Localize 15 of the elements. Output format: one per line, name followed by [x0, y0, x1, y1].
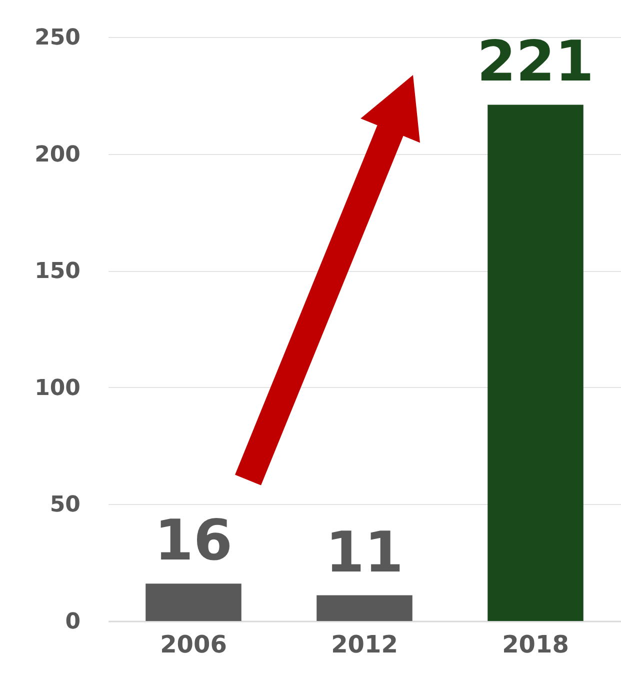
y-tick-label: 250 — [34, 26, 80, 50]
x-tick-label: 2018 — [502, 630, 569, 658]
bar — [488, 104, 584, 621]
data-label: 11 — [326, 520, 404, 586]
y-tick-label: 0 — [65, 610, 80, 634]
y-tick-label: 50 — [50, 492, 80, 518]
x-tick-label: 2012 — [331, 630, 398, 658]
y-tick-label: 150 — [34, 259, 80, 284]
y-tick-label: 100 — [34, 376, 80, 401]
y-tick-label: 200 — [34, 142, 80, 168]
data-label: 221 — [477, 30, 594, 95]
bar — [146, 584, 242, 621]
data-label: 16 — [154, 508, 232, 574]
bar — [316, 595, 412, 621]
x-tick-label: 2006 — [160, 630, 227, 658]
